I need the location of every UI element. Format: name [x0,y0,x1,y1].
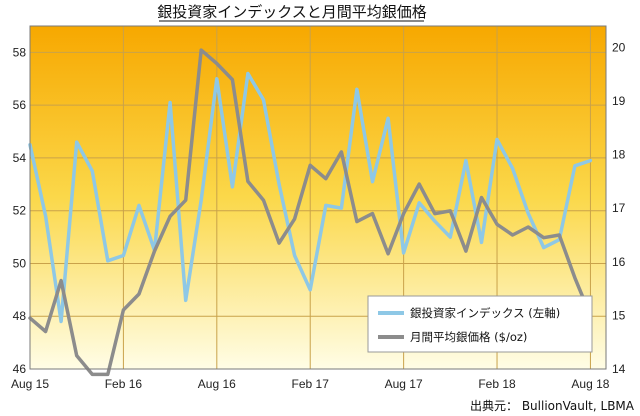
y-left-tick-labels: 46 48 50 52 54 56 58 [13,45,27,376]
y-right-tick-labels: 14 15 16 17 18 19 20 [612,40,626,376]
legend-label-silver-price: 月間平均銀価格 ($/oz) [410,330,527,344]
series-lines [28,48,593,377]
plot-border [29,25,607,370]
x-tick-label: Aug 16 [198,377,236,391]
y-left-tick-label: 54 [13,151,27,165]
x-tick-labels: Aug 15 Feb 16 Aug 16 Feb 17 Aug 17 Feb 18 Aug … [11,377,610,391]
legend-box [367,295,593,353]
chart-title: 銀投資家インデックスと月間平均銀価格 [157,3,427,21]
y-left-tick-label: 50 [13,256,27,270]
x-tick-label: Aug 18 [571,377,609,391]
y-right-tick-label: 17 [612,201,626,215]
x-tick-label: Aug 15 [11,377,49,391]
y-right-tick-label: 20 [612,40,626,54]
y-right-tick-label: 16 [612,255,626,269]
x-tick-label: Aug 17 [385,377,423,391]
source-note: 出典元： BullionVault, LBMA [470,399,635,413]
legend-label-silver-index: 銀投資家インデックス (左軸) [410,306,560,320]
y-left-tick-label: 46 [13,362,27,376]
y-left-tick-label: 56 [13,98,27,112]
legend: 銀投資家インデックス (左軸) 月間平均銀価格 ($/oz) [367,295,593,353]
x-tick-label: Feb 18 [478,377,516,391]
x-tick-label: Feb 16 [105,377,143,391]
y-right-tick-label: 18 [612,148,626,162]
y-right-tick-label: 15 [612,308,626,322]
y-left-tick-label: 52 [13,204,27,218]
x-tick-label: Feb 17 [292,377,330,391]
y-right-tick-label: 14 [612,362,626,376]
y-right-tick-label: 19 [612,94,626,108]
y-left-tick-label: 58 [13,45,27,59]
line-silver-investor-index [28,71,593,324]
y-left-tick-label: 48 [13,309,27,323]
line-silver-price [28,48,593,377]
